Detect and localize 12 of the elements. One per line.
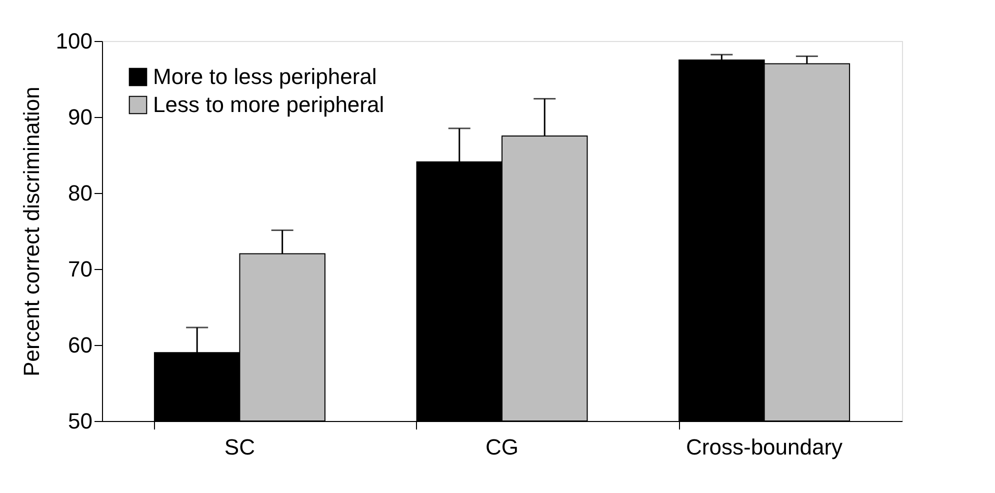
y-axis-title: Percent correct discrimination: [18, 86, 44, 376]
x-tick-label: SC: [224, 434, 256, 460]
y-tick-label: 90: [68, 104, 92, 130]
legend-label: Less to more peripheral: [153, 92, 384, 117]
y-tick-label: 80: [68, 180, 92, 206]
x-tick-label: Cross-boundary: [686, 434, 843, 460]
y-tick-label: 70: [68, 256, 92, 282]
x-tick-label: CG: [486, 434, 518, 460]
legend-label: More to less peripheral: [153, 64, 377, 89]
y-tick-label: 100: [56, 28, 92, 54]
y-tick-label: 60: [68, 332, 92, 358]
y-tick-label: 50: [68, 408, 92, 434]
